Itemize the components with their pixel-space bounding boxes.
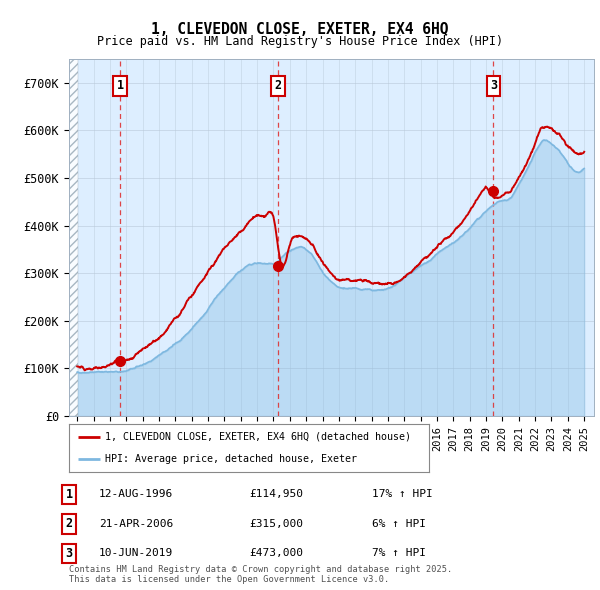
Text: 2: 2 [65, 517, 73, 530]
Text: 3: 3 [490, 79, 497, 92]
Text: 12-AUG-1996: 12-AUG-1996 [99, 490, 173, 499]
Text: 1: 1 [116, 79, 124, 92]
Text: 6% ↑ HPI: 6% ↑ HPI [372, 519, 426, 529]
Text: 1, CLEVEDON CLOSE, EXETER, EX4 6HQ (detached house): 1, CLEVEDON CLOSE, EXETER, EX4 6HQ (deta… [105, 432, 411, 442]
Text: 2: 2 [275, 79, 282, 92]
Text: 1, CLEVEDON CLOSE, EXETER, EX4 6HQ: 1, CLEVEDON CLOSE, EXETER, EX4 6HQ [151, 22, 449, 37]
Text: HPI: Average price, detached house, Exeter: HPI: Average price, detached house, Exet… [105, 454, 357, 464]
Text: 17% ↑ HPI: 17% ↑ HPI [372, 490, 433, 499]
Text: 3: 3 [65, 547, 73, 560]
Text: 10-JUN-2019: 10-JUN-2019 [99, 549, 173, 558]
Text: 7% ↑ HPI: 7% ↑ HPI [372, 549, 426, 558]
Text: Contains HM Land Registry data © Crown copyright and database right 2025.
This d: Contains HM Land Registry data © Crown c… [69, 565, 452, 584]
Text: £315,000: £315,000 [249, 519, 303, 529]
Text: 1: 1 [65, 488, 73, 501]
Text: £473,000: £473,000 [249, 549, 303, 558]
Text: Price paid vs. HM Land Registry's House Price Index (HPI): Price paid vs. HM Land Registry's House … [97, 35, 503, 48]
Text: 21-APR-2006: 21-APR-2006 [99, 519, 173, 529]
Text: £114,950: £114,950 [249, 490, 303, 499]
